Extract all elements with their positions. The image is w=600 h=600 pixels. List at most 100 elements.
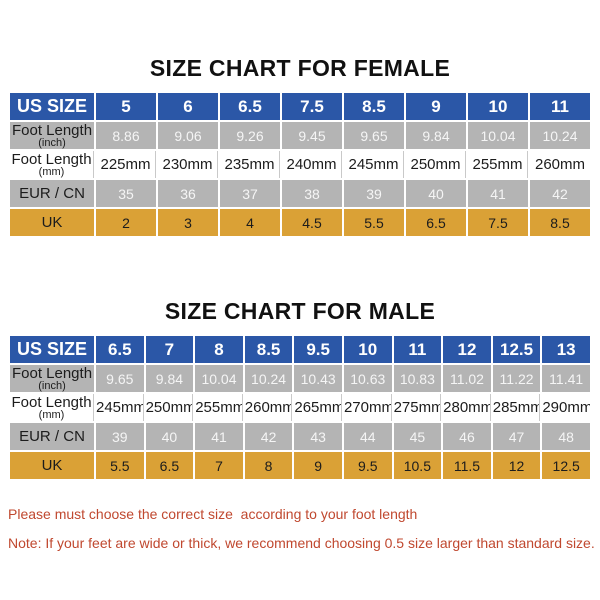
male-foot-length-inch-row: Foot Length (inch) 9.65 9.84 10.04 10.24 10.43… — [10, 365, 590, 392]
male-us-size-value: 12.5 — [492, 336, 541, 363]
male-us-size-value: 9.5 — [294, 336, 342, 363]
male-foot-length-mm-value: 290mm — [542, 394, 590, 421]
male-foot-length-inch-value: 11.41 — [542, 365, 590, 392]
female-us-size-value: 6.5 — [220, 93, 280, 120]
male-foot-length-mm-label: Foot Length (mm) — [10, 394, 94, 421]
female-eur-cn-value: 35 — [96, 180, 156, 207]
male-foot-length-inch-value: 11.02 — [443, 365, 491, 392]
female-foot-length-inch-value: 9.84 — [406, 122, 466, 149]
female-us-size-label: US SIZE — [10, 93, 94, 120]
female-foot-length-mm-value: 230mm — [158, 151, 218, 178]
male-foot-length-mm-value: 245mm — [96, 394, 144, 421]
male-uk-value: 9 — [294, 452, 342, 479]
female-uk-value: 8.5 — [530, 209, 590, 236]
note-foot-length: Please must choose the correct size acco… — [8, 506, 418, 522]
female-foot-length-inch-value: 9.06 — [158, 122, 218, 149]
male-uk-value: 12 — [492, 452, 541, 479]
male-eur-cn-value: 48 — [542, 423, 590, 450]
male-eur-cn-value: 47 — [492, 423, 541, 450]
female-foot-length-inch-sublabel: (inch) — [38, 136, 66, 149]
female-eur-cn-value: 41 — [468, 180, 528, 207]
male-us-size-value: 13 — [542, 336, 590, 363]
female-foot-length-inch-row: Foot Length (inch) 8.86 9.06 9.26 9.45 9.65 9.8… — [10, 122, 590, 149]
female-foot-length-mm-value: 235mm — [220, 151, 280, 178]
female-uk-value: 4 — [220, 209, 280, 236]
male-us-size-value: 12 — [443, 336, 491, 363]
male-uk-label: UK — [10, 452, 94, 479]
female-us-size-value: 9 — [406, 93, 466, 120]
male-us-size-value: 8 — [195, 336, 243, 363]
male-us-size-value: 7 — [145, 336, 194, 363]
female-uk-value: 4.5 — [282, 209, 342, 236]
male-foot-length-inch-value: 10.63 — [343, 365, 392, 392]
male-foot-length-inch-value: 9.84 — [145, 365, 194, 392]
female-uk-value: 7.5 — [468, 209, 528, 236]
female-foot-length-inch-value: 9.65 — [344, 122, 404, 149]
male-eur-cn-value: 42 — [244, 423, 293, 450]
male-uk-value: 9.5 — [343, 452, 392, 479]
male-foot-length-inch-value: 10.83 — [393, 365, 442, 392]
male-foot-length-mm-value: 250mm — [145, 394, 194, 421]
female-eur-cn-value: 37 — [220, 180, 280, 207]
male-uk-value: 5.5 — [96, 452, 144, 479]
male-foot-length-inch-value: 11.22 — [492, 365, 541, 392]
female-foot-length-mm-value: 225mm — [96, 151, 156, 178]
male-us-size-value: 11 — [393, 336, 442, 363]
female-eur-cn-row: EUR / CN 35 36 37 38 39 40 41 42 — [10, 180, 590, 207]
female-eur-cn-value: 38 — [282, 180, 342, 207]
female-foot-length-mm-row: Foot Length (mm) 225mm 230mm 235mm 240mm 245mm… — [10, 151, 590, 178]
male-foot-length-inch-value: 10.43 — [294, 365, 342, 392]
male-foot-length-inch-value: 10.04 — [195, 365, 243, 392]
female-foot-length-inch-value: 9.26 — [220, 122, 280, 149]
female-eur-cn-value: 40 — [406, 180, 466, 207]
female-foot-length-mm-value: 260mm — [530, 151, 590, 178]
male-us-size-value: 10 — [343, 336, 392, 363]
female-uk-value: 2 — [96, 209, 156, 236]
male-uk-row: UK 5.5 6.5 7 8 9 9.5 10.5 11.5 12 12.5 — [10, 452, 590, 479]
female-eur-cn-label: EUR / CN — [10, 180, 94, 207]
male-foot-length-inch-label: Foot Length (inch) — [10, 365, 94, 392]
female-foot-length-mm-value: 250mm — [406, 151, 466, 178]
female-foot-length-inch-value: 10.24 — [530, 122, 590, 149]
male-uk-value: 8 — [244, 452, 293, 479]
female-foot-length-mm-value: 245mm — [344, 151, 404, 178]
female-chart-title: SIZE CHART FOR FEMALE — [149, 55, 451, 81]
female-eur-cn-value: 42 — [530, 180, 590, 207]
male-foot-length-mm-value: 285mm — [492, 394, 541, 421]
male-uk-value: 6.5 — [145, 452, 194, 479]
male-header-row: US SIZE 6.5 7 8 8.5 9.5 10 11 12 12.5 13 — [10, 336, 590, 363]
female-foot-length-mm-value: 240mm — [282, 151, 342, 178]
male-eur-cn-label: EUR / CN — [10, 423, 94, 450]
male-eur-cn-value: 41 — [195, 423, 243, 450]
male-foot-length-inch-value: 9.65 — [96, 365, 144, 392]
female-us-size-value: 6 — [158, 93, 218, 120]
male-size-table: US SIZE 6.5 7 8 8.5 9.5 10 11 12 12.5 13 Foot Lengt… — [8, 334, 592, 481]
male-eur-cn-value: 45 — [393, 423, 442, 450]
female-us-size-value: 5 — [96, 93, 156, 120]
male-eur-cn-value: 43 — [294, 423, 342, 450]
female-foot-length-mm-value: 255mm — [468, 151, 528, 178]
female-us-size-value: 11 — [530, 93, 590, 120]
female-us-size-value: 7.5 — [282, 93, 342, 120]
male-foot-length-mm-value: 260mm — [244, 394, 293, 421]
male-eur-cn-value: 39 — [96, 423, 144, 450]
male-foot-length-mm-value: 265mm — [294, 394, 342, 421]
female-foot-length-mm-sublabel: (mm) — [38, 165, 65, 178]
female-us-size-value: 8.5 — [344, 93, 404, 120]
male-eur-cn-value: 46 — [443, 423, 491, 450]
male-foot-length-inch-value: 10.24 — [244, 365, 293, 392]
female-eur-cn-value: 39 — [344, 180, 404, 207]
male-eur-cn-value: 44 — [343, 423, 392, 450]
male-foot-length-mm-value: 255mm — [195, 394, 243, 421]
male-eur-cn-value: 40 — [145, 423, 194, 450]
male-foot-length-mm-value: 270mm — [343, 394, 392, 421]
female-uk-value: 5.5 — [344, 209, 404, 236]
male-uk-value: 12.5 — [542, 452, 590, 479]
male-us-size-value: 6.5 — [96, 336, 144, 363]
male-foot-length-inch-sublabel: (inch) — [38, 379, 66, 392]
male-us-size-value: 8.5 — [244, 336, 293, 363]
female-foot-length-inch-value: 8.86 — [96, 122, 156, 149]
female-size-table: US SIZE 5 6 6.5 7.5 8.5 9 10 11 Foot Length (inch)… — [8, 91, 592, 238]
female-us-size-value: 10 — [468, 93, 528, 120]
